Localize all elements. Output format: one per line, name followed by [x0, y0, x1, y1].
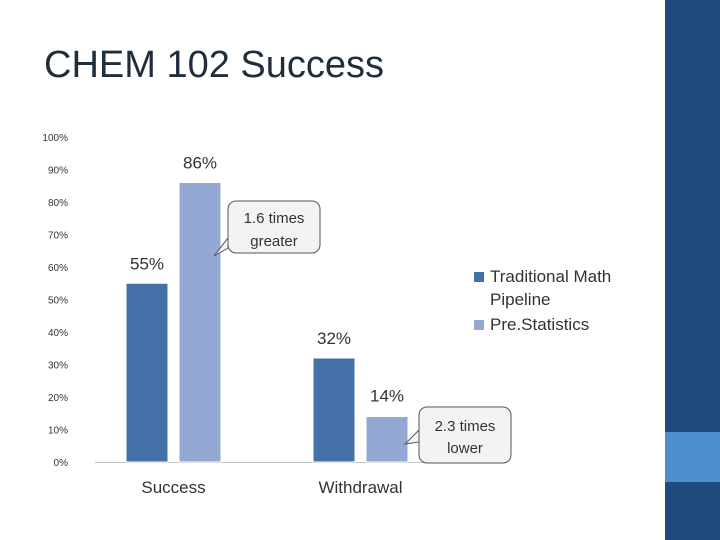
y-tick-label: 20% [48, 393, 68, 404]
legend-label-prestatistics: Pre.Statistics [490, 314, 590, 334]
bar-success-1 [178, 182, 222, 463]
data-label: 14% [370, 387, 404, 406]
y-tick-label: 40% [48, 328, 68, 339]
bar-success-0 [125, 282, 169, 463]
callout-box [227, 200, 321, 254]
legend: Traditional Math Pipeline Pre.Statistics [474, 266, 660, 337]
category-label-success: Success [141, 478, 205, 497]
y-tick-label: 60% [48, 263, 68, 274]
data-label: 86% [183, 154, 217, 173]
callout-pointer [403, 428, 420, 445]
y-tick-label: 0% [54, 458, 69, 469]
sidebar-accent [665, 432, 720, 482]
legend-item-prestatistics: Pre.Statistics [474, 314, 660, 337]
callout-text: 1.6 times [244, 210, 305, 227]
callout-text: 2.3 times [435, 418, 496, 435]
callout-text: lower [447, 440, 483, 457]
category-label-withdrawal: Withdrawal [318, 478, 402, 497]
legend-swatch-prestatistics [474, 319, 484, 330]
bar-withdrawal-0 [312, 357, 356, 463]
legend-swatch-traditional [474, 272, 484, 282]
bar-withdrawal-1 [365, 416, 409, 463]
y-tick-label: 90% [48, 166, 68, 177]
y-tick-label: 100% [42, 133, 68, 144]
legend-label-traditional: Traditional Math Pipeline [490, 267, 612, 309]
callout-pointer [213, 236, 229, 257]
y-tick-label: 30% [48, 361, 68, 372]
data-label: 55% [130, 254, 164, 273]
y-tick-label: 50% [48, 296, 68, 307]
slide-title: CHEM 102 Success [44, 44, 385, 86]
legend-item-traditional: Traditional Math Pipeline [474, 266, 660, 312]
y-tick-label: 80% [48, 198, 68, 209]
y-tick-label: 70% [48, 231, 68, 242]
y-tick-label: 10% [48, 426, 68, 437]
callout-text: greater [250, 233, 298, 250]
data-label: 32% [317, 329, 351, 348]
